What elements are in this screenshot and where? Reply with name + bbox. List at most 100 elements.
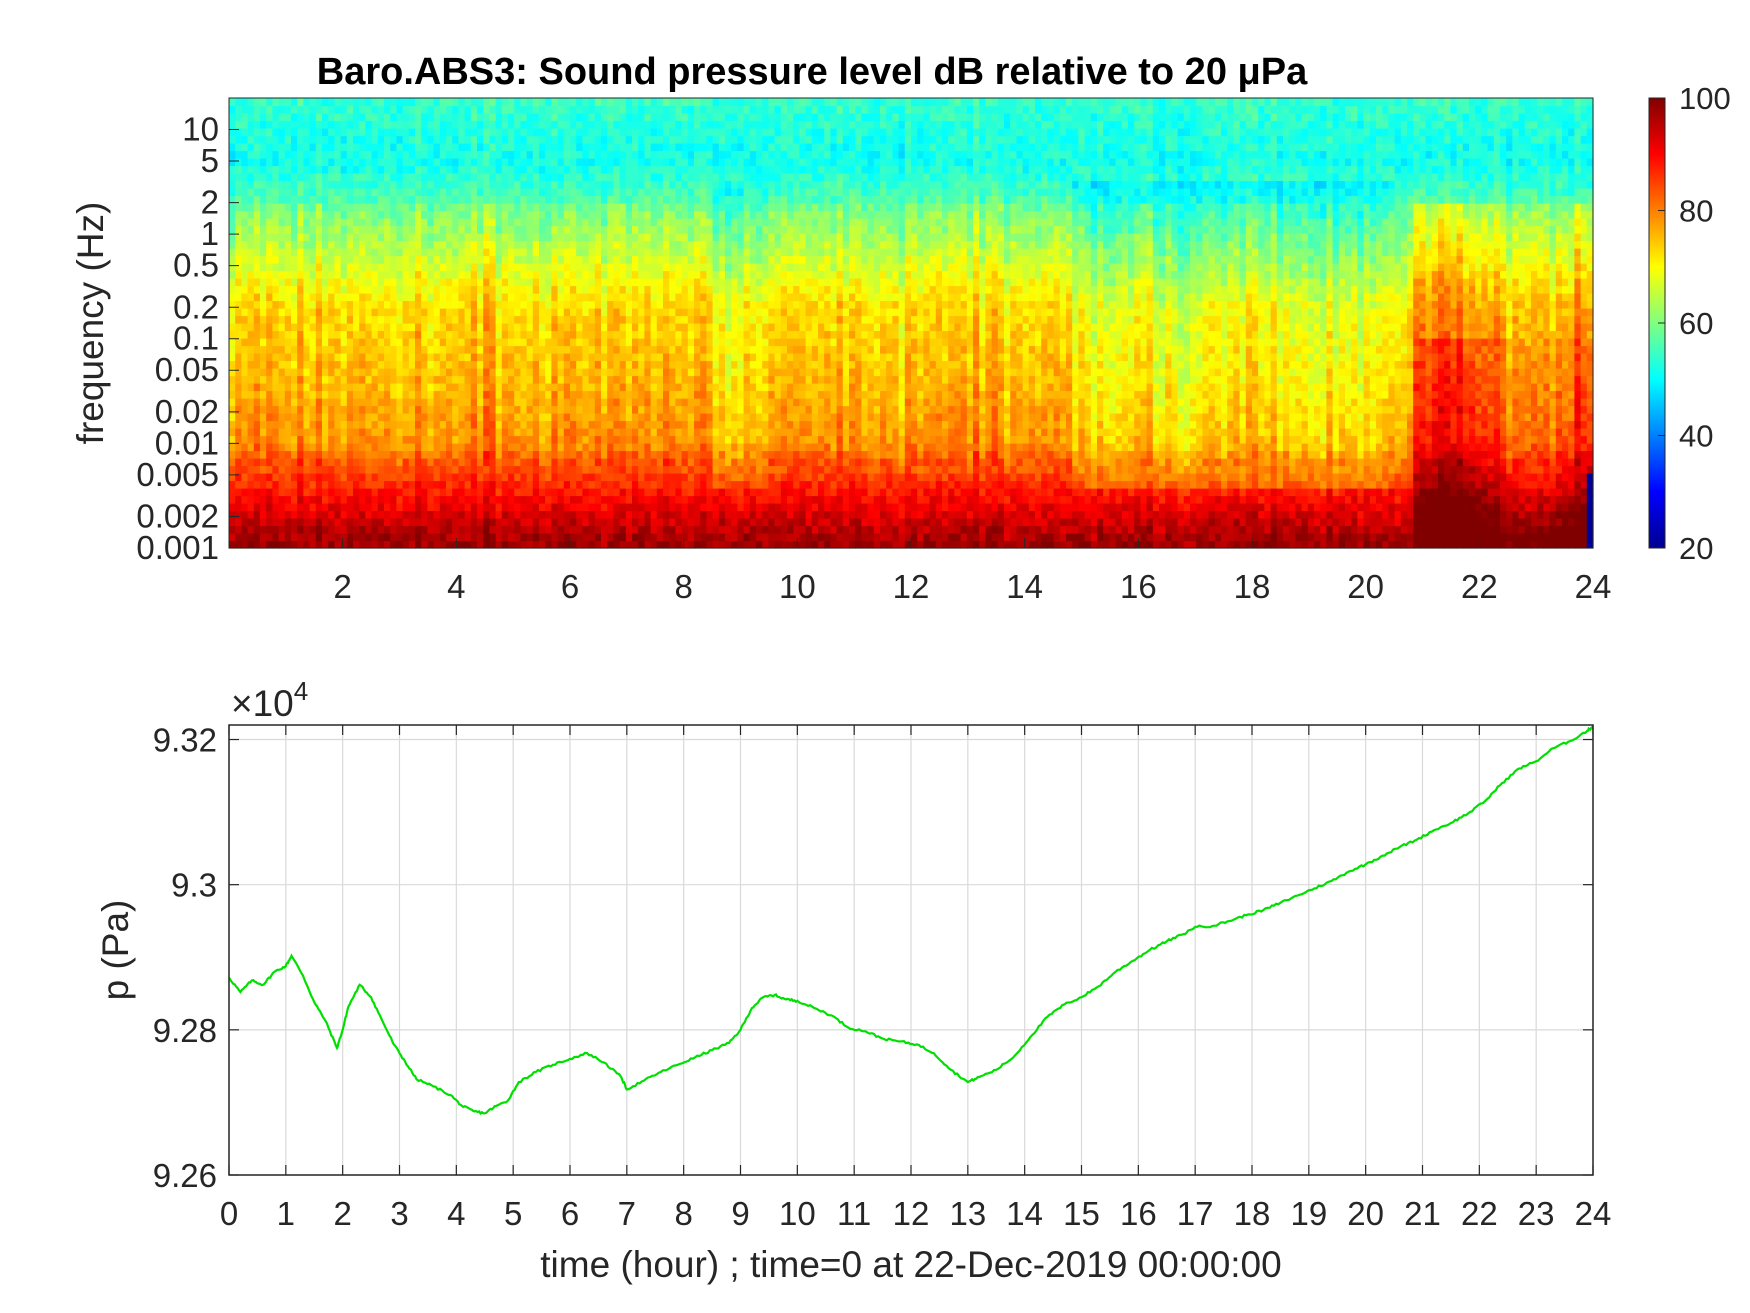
spectrogram-cell xyxy=(545,128,552,136)
spectrogram-cell xyxy=(322,511,329,519)
spectrogram-cell xyxy=(731,121,738,129)
spectrogram-cell xyxy=(663,398,670,406)
spectrogram-cell xyxy=(279,346,286,354)
spectrogram-cell xyxy=(502,346,509,354)
spectrogram-cell xyxy=(520,481,527,489)
spectrogram-cell xyxy=(384,511,391,519)
spectrogram-cell xyxy=(409,481,416,489)
spectrogram-cell xyxy=(502,421,509,429)
spectrogram-cell xyxy=(248,473,255,481)
spectrogram-cell xyxy=(527,346,534,354)
spectrogram-cell xyxy=(322,241,329,249)
spectrogram-cell xyxy=(279,383,286,391)
spectrogram-cell xyxy=(620,113,627,121)
spectrogram-cell xyxy=(465,473,472,481)
spectrogram-cell xyxy=(440,496,447,504)
spectrogram-cell xyxy=(551,211,558,219)
spectrogram-cell xyxy=(353,166,360,174)
spectrogram-cell xyxy=(260,368,267,376)
spectrogram-cell xyxy=(378,308,385,316)
spectrogram-cell xyxy=(719,346,726,354)
spectrogram-cell xyxy=(502,203,509,211)
spectrogram-cell xyxy=(520,496,527,504)
spectrogram-cell xyxy=(657,233,664,241)
spectrogram-cell xyxy=(688,331,695,339)
spectrogram-cell xyxy=(564,361,571,369)
spectrogram-cell xyxy=(415,428,422,436)
spectrogram-cell xyxy=(551,526,558,534)
spectrogram-cell xyxy=(266,451,273,459)
spectrogram-cell xyxy=(607,368,614,376)
spectrogram-cell xyxy=(403,143,410,151)
spectrogram-cell xyxy=(310,503,317,511)
spectrogram-cell xyxy=(496,451,503,459)
spectrogram-cell xyxy=(477,173,484,181)
spectrogram-cell xyxy=(353,541,360,549)
spectrogram-cell xyxy=(638,481,645,489)
spectrogram-cell xyxy=(452,421,459,429)
spectrogram-cell xyxy=(595,346,602,354)
spectrogram-cell xyxy=(675,248,682,256)
spectrogram-cell xyxy=(582,376,589,384)
spectrogram-cell xyxy=(260,316,267,324)
spectrogram-cell xyxy=(465,308,472,316)
spectrogram-cell xyxy=(607,533,614,541)
spectrogram-cell xyxy=(731,496,738,504)
spectrogram-cell xyxy=(260,488,267,496)
spectrogram-cell xyxy=(496,346,503,354)
spectrogram-cell xyxy=(458,316,465,324)
spectrogram-cell xyxy=(589,503,596,511)
spectrogram-cell xyxy=(688,541,695,549)
spectrogram-cell xyxy=(434,188,441,196)
spectrogram-cell xyxy=(272,248,279,256)
spectrogram-cell xyxy=(353,323,360,331)
spectrogram-cell xyxy=(285,428,292,436)
spectrogram-cell xyxy=(551,518,558,526)
spectrogram-cell xyxy=(297,421,304,429)
spectrogram-cell xyxy=(576,323,583,331)
spectrogram-cell xyxy=(669,541,676,549)
spectrogram-cell xyxy=(396,173,403,181)
spectrogram-cell xyxy=(272,128,279,136)
spectrogram-cell xyxy=(508,98,515,106)
spectrogram-cell xyxy=(620,406,627,414)
spectrogram-cell xyxy=(365,406,372,414)
spectrogram-cell xyxy=(533,526,540,534)
spectrogram-cell xyxy=(384,481,391,489)
spectrogram-cell xyxy=(694,173,701,181)
spectrogram-cell xyxy=(452,406,459,414)
spectrogram-cell xyxy=(384,518,391,526)
spectrogram-cell xyxy=(638,196,645,204)
spectrogram-cell xyxy=(372,188,379,196)
spectrogram-cell xyxy=(359,481,366,489)
spectrogram-cell xyxy=(359,533,366,541)
spectrogram-cell xyxy=(291,383,298,391)
spectrogram-cell xyxy=(471,196,478,204)
spectrogram-cell xyxy=(403,203,410,211)
spectrogram-cell xyxy=(688,391,695,399)
spectrogram-cell xyxy=(489,458,496,466)
spectrogram-cell xyxy=(514,256,521,264)
spectrogram-cell xyxy=(396,308,403,316)
spectrogram-cell xyxy=(291,233,298,241)
spectrogram-cell xyxy=(558,211,565,219)
spectrogram-cell xyxy=(508,106,515,114)
spectrogram-cell xyxy=(235,413,242,421)
spectrogram-cell xyxy=(626,323,633,331)
spectrogram-cell xyxy=(607,143,614,151)
spectrogram-cell xyxy=(241,466,248,474)
spectrogram-cell xyxy=(396,293,403,301)
spectrogram-cell xyxy=(644,308,651,316)
spectrogram-cell xyxy=(229,203,236,211)
spectrogram-cell xyxy=(465,143,472,151)
spectrogram-cell xyxy=(601,173,608,181)
spectrogram-cell xyxy=(719,308,726,316)
spectrogram-cell xyxy=(731,376,738,384)
spectrogram-cell xyxy=(514,391,521,399)
spectrogram-cell xyxy=(527,293,534,301)
spectrogram-cell xyxy=(390,436,397,444)
spectrogram-cell xyxy=(396,518,403,526)
spectrogram-cell xyxy=(427,353,434,361)
spectrogram-cell xyxy=(589,241,596,249)
spectrogram-cell xyxy=(607,158,614,166)
